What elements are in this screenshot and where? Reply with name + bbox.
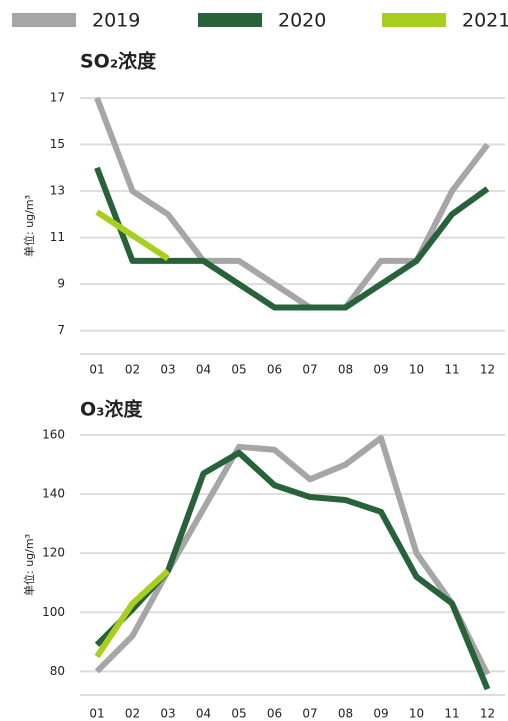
series-line	[94, 568, 171, 659]
x-tick-label: 12	[480, 363, 495, 377]
legend-label: 2019	[92, 10, 140, 32]
x-tick-label: 11	[444, 707, 459, 721]
series-line	[95, 209, 170, 262]
y-tick-label: 120	[42, 546, 65, 560]
chart-title: SO₂浓度	[80, 50, 157, 73]
x-tick-label: 02	[125, 363, 140, 377]
y-tick-label: 160	[42, 428, 65, 442]
x-tick-label: 09	[373, 707, 388, 721]
x-tick-label: 05	[231, 363, 246, 377]
x-tick-label: 01	[89, 363, 104, 377]
legend-swatch	[12, 13, 76, 27]
x-tick-label: 09	[373, 363, 388, 377]
legend-swatch	[198, 13, 262, 27]
x-tick-label: 08	[338, 707, 353, 721]
chart-title: O₃浓度	[80, 398, 143, 421]
x-tick-label: 03	[160, 363, 175, 377]
x-tick-label: 06	[267, 707, 282, 721]
y-tick-label: 7	[57, 323, 65, 337]
y-axis-label: 单位: ug/m³	[22, 534, 36, 596]
y-tick-label: 140	[42, 487, 65, 501]
x-tick-label: 08	[338, 363, 353, 377]
x-tick-label: 01	[89, 707, 104, 721]
x-tick-label: 10	[409, 707, 424, 721]
y-tick-label: 11	[50, 230, 65, 244]
y-tick-label: 80	[50, 664, 65, 678]
legend-swatch	[382, 13, 446, 27]
y-axis-label: 单位: ug/m³	[22, 195, 36, 257]
series-line	[94, 166, 490, 311]
legend-label: 2021	[462, 10, 508, 32]
series-line	[94, 96, 490, 311]
y-tick-label: 100	[42, 605, 65, 619]
x-tick-label: 04	[196, 363, 211, 377]
x-tick-label: 07	[302, 363, 317, 377]
y-tick-label: 13	[50, 184, 65, 198]
x-tick-label: 10	[409, 363, 424, 377]
x-tick-label: 06	[267, 363, 282, 377]
y-tick-label: 15	[50, 137, 65, 151]
x-tick-label: 02	[125, 707, 140, 721]
x-tick-label: 07	[302, 707, 317, 721]
series-line	[94, 434, 491, 676]
x-tick-label: 04	[196, 707, 211, 721]
y-tick-label: 17	[50, 91, 65, 105]
x-tick-label: 05	[231, 707, 246, 721]
x-tick-label: 12	[480, 707, 495, 721]
x-tick-label: 03	[160, 707, 175, 721]
x-tick-label: 11	[444, 363, 459, 377]
legend-label: 2020	[278, 10, 326, 32]
y-tick-label: 9	[57, 277, 65, 291]
